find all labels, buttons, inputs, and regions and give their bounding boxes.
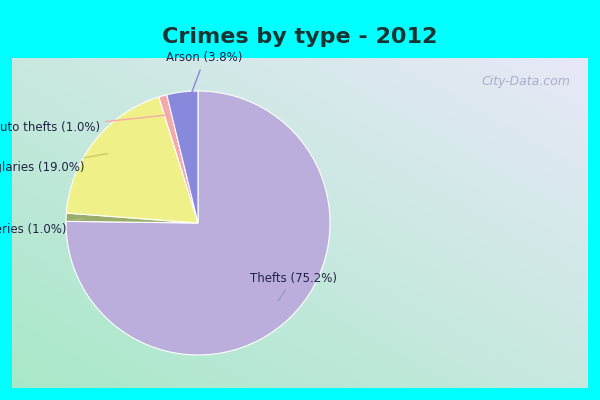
Wedge shape [159,95,198,223]
Wedge shape [167,91,198,223]
Text: City-Data.com: City-Data.com [482,74,571,88]
Text: Crimes by type - 2012: Crimes by type - 2012 [163,27,437,47]
Text: Burglaries (19.0%): Burglaries (19.0%) [0,154,107,174]
Text: Auto thefts (1.0%): Auto thefts (1.0%) [0,115,165,134]
Wedge shape [66,213,198,223]
Wedge shape [67,97,198,223]
Wedge shape [66,91,330,355]
Text: Robberies (1.0%): Robberies (1.0%) [0,218,83,236]
Text: Thefts (75.2%): Thefts (75.2%) [250,272,337,300]
Text: Arson (3.8%): Arson (3.8%) [166,52,243,109]
